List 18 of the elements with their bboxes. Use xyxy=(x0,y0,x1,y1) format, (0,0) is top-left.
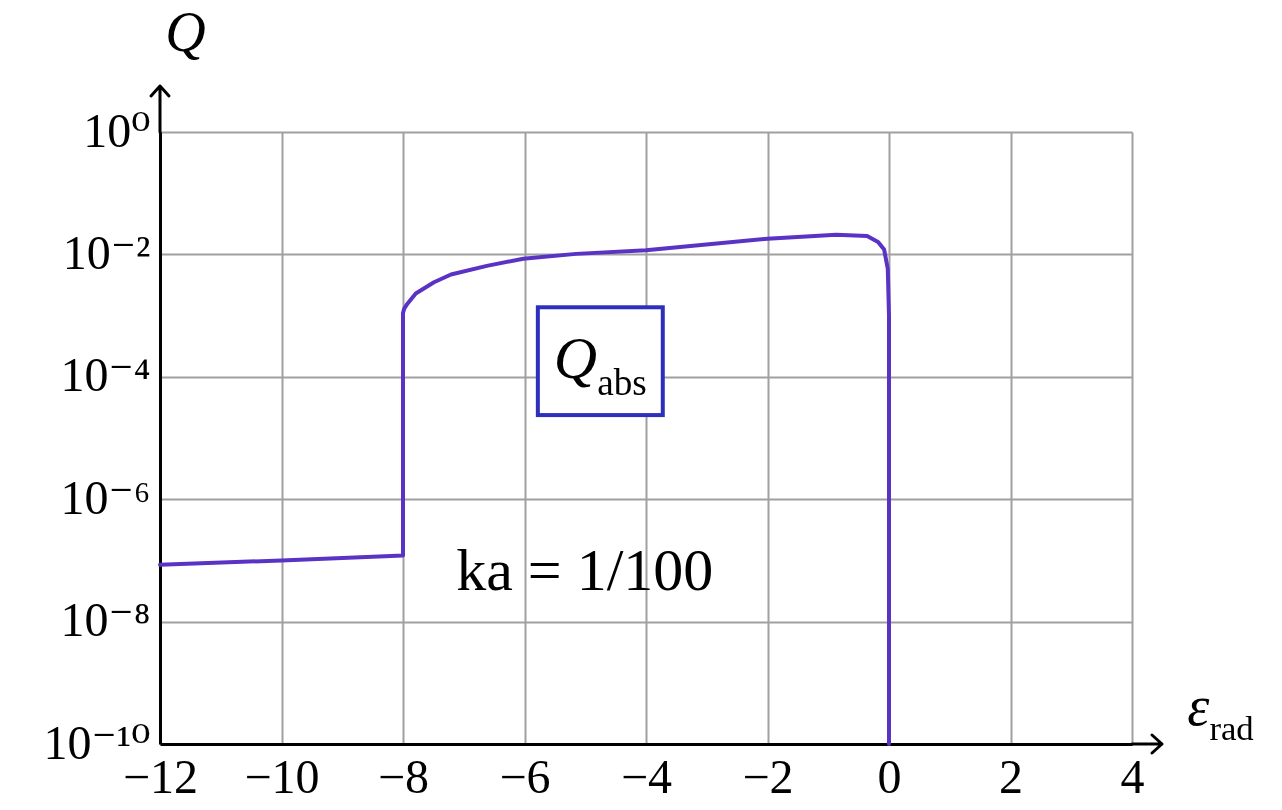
x-tick-label: 2 xyxy=(999,749,1023,803)
x-tick-label: −8 xyxy=(377,749,430,803)
x-axis-title: ε$_{rad}$ xyxy=(1187,674,1254,749)
x-tick-label: 0 xyxy=(877,749,902,803)
y-tick-label: 10⁻² xyxy=(62,225,151,279)
line-series xyxy=(158,232,891,746)
annotation: Q$_{abs}$ xyxy=(553,325,647,404)
annotation: ka = 1/100 xyxy=(456,537,714,604)
y-axis-title: Q xyxy=(165,0,206,63)
x-tick-label: −6 xyxy=(499,749,551,803)
x-tick-label: −2 xyxy=(742,749,794,803)
x-tick-label: 4 xyxy=(1120,749,1145,803)
x-tick-label: −10 xyxy=(244,749,320,803)
y-tick-label: 10⁻⁴ xyxy=(60,348,151,402)
y-tick-label: 10⁰ xyxy=(83,103,151,157)
y-tick-label: 10⁻⁶ xyxy=(60,470,151,524)
x-tick-label: −4 xyxy=(620,749,673,803)
y-tick-label: 10⁻⁸ xyxy=(60,593,151,647)
